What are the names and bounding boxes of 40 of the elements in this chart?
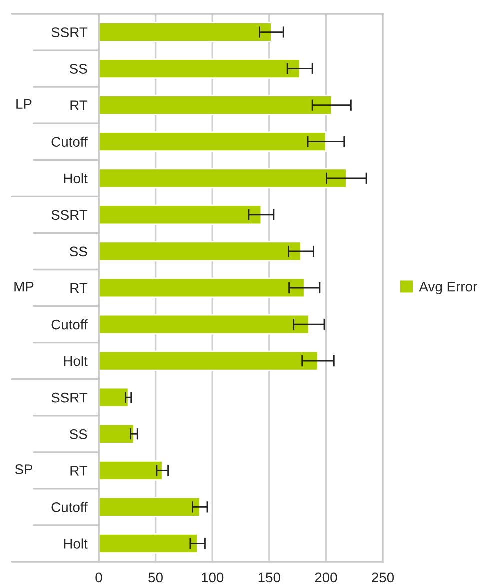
y-tick-label: Holt [64, 356, 88, 366]
y-tick-label: RT [70, 466, 88, 476]
y-tick-label: RT [70, 283, 88, 294]
bar [99, 387, 130, 408]
y-tick-label: SS [70, 246, 88, 257]
bar [99, 204, 262, 226]
y-tick-label: SS [70, 64, 88, 74]
bar [99, 22, 272, 42]
bar [99, 58, 301, 79]
y-tick-label: Holt [64, 538, 88, 549]
legend-label: Avg Error [419, 282, 478, 295]
y-tick-label: SSRT [52, 28, 88, 38]
text: MP [14, 282, 34, 292]
y-tick-label: SS [70, 429, 88, 440]
bar [99, 278, 306, 298]
x-tick-label: 0 [96, 572, 102, 583]
x-tick-label: 100 [202, 572, 224, 583]
bar [99, 95, 333, 116]
x-tick-label: 150 [258, 572, 280, 583]
x-tick-label: 250 [372, 572, 394, 583]
bar [99, 314, 310, 335]
x-tick-label: 200 [315, 572, 338, 583]
x-tick-label: 50 [148, 572, 163, 583]
y-tick-label: Cutoff [52, 136, 88, 148]
bar [99, 460, 164, 481]
bar [99, 350, 319, 372]
y-tick-label: Cutoff [52, 320, 88, 330]
bar [99, 534, 199, 554]
bar [99, 424, 135, 444]
y-tick-label: SSRT [52, 210, 88, 220]
y-tick-label: SSRT [52, 392, 88, 403]
y-tick-label: Holt [64, 173, 88, 184]
y-tick-label: RT [70, 100, 88, 110]
text: SP [15, 464, 33, 474]
y-tick-label: Cutoff [52, 502, 88, 512]
bar [99, 132, 327, 152]
text: LP [16, 99, 32, 109]
bar [99, 168, 348, 189]
bar [99, 497, 201, 518]
bar [99, 241, 302, 262]
